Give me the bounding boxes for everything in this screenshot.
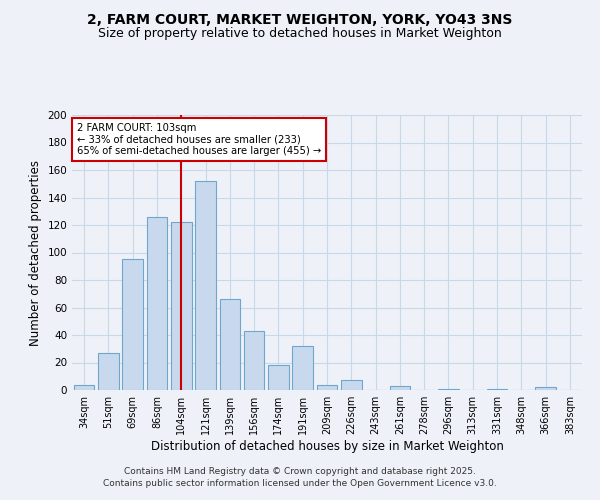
Bar [341, 380, 362, 390]
Bar [535, 387, 556, 390]
Bar [438, 388, 459, 390]
Y-axis label: Number of detached properties: Number of detached properties [29, 160, 42, 346]
Bar [389, 386, 410, 390]
Bar [487, 388, 508, 390]
Bar [146, 217, 167, 390]
Bar [195, 181, 216, 390]
Text: 2, FARM COURT, MARKET WEIGHTON, YORK, YO43 3NS: 2, FARM COURT, MARKET WEIGHTON, YORK, YO… [88, 12, 512, 26]
X-axis label: Distribution of detached houses by size in Market Weighton: Distribution of detached houses by size … [151, 440, 503, 453]
Bar [171, 222, 191, 390]
Text: 2 FARM COURT: 103sqm
← 33% of detached houses are smaller (233)
65% of semi-deta: 2 FARM COURT: 103sqm ← 33% of detached h… [77, 123, 322, 156]
Bar [74, 384, 94, 390]
Text: Contains HM Land Registry data © Crown copyright and database right 2025.
Contai: Contains HM Land Registry data © Crown c… [103, 466, 497, 487]
Bar [98, 353, 119, 390]
Bar [220, 299, 240, 390]
Bar [317, 384, 337, 390]
Bar [292, 346, 313, 390]
Bar [122, 260, 143, 390]
Bar [268, 365, 289, 390]
Text: Size of property relative to detached houses in Market Weighton: Size of property relative to detached ho… [98, 28, 502, 40]
Bar [244, 331, 265, 390]
